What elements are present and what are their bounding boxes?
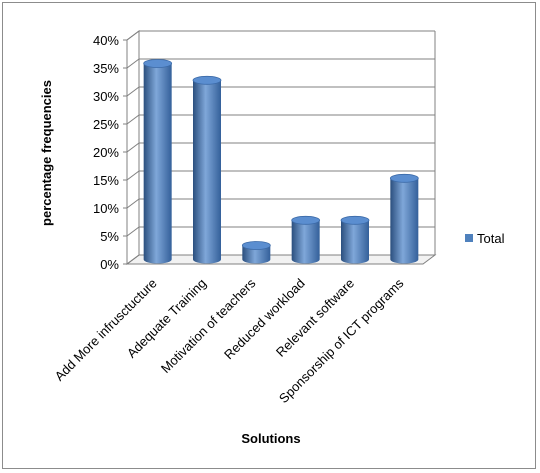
bar-body (390, 178, 419, 264)
y-tick-label: 0% (100, 257, 119, 272)
plot-floor (125, 254, 437, 265)
gridline-side (126, 86, 140, 97)
gridline-side (126, 170, 140, 181)
bar-top (192, 75, 222, 85)
gridline-side (126, 198, 140, 209)
y-tick-label: 20% (93, 145, 119, 160)
bar (340, 215, 370, 264)
legend-label: Total (477, 231, 505, 246)
bar-chart: 0% 5% 10% 15% 20% 25% 30% 35% 40% Add More infru… (39, 30, 505, 446)
x-axis-title: Solutions (241, 431, 300, 446)
y-tick-label: 10% (93, 201, 119, 216)
y-axis-ticks: 0% 5% 10% 15% 20% 25% 30% 35% 40% (93, 33, 119, 272)
y-tick-label: 15% (93, 173, 119, 188)
y-tick-label: 25% (93, 117, 119, 132)
bar (143, 59, 173, 264)
bar-top (340, 215, 370, 225)
bar (241, 241, 271, 264)
gridline-side (126, 114, 140, 125)
gridline-side (126, 30, 140, 41)
y-tick-label: 35% (93, 61, 119, 76)
bar-top (143, 59, 173, 68)
bar-body (242, 245, 271, 264)
bar (291, 215, 321, 264)
bar (192, 75, 222, 264)
bar-body (143, 63, 172, 264)
y-tick-label: 5% (100, 229, 119, 244)
y-tick-label: 40% (93, 33, 119, 48)
gridline-side (126, 142, 140, 153)
bar (389, 173, 419, 264)
bar-body (341, 220, 369, 264)
bar-top (291, 215, 321, 225)
y-tick-label: 30% (93, 89, 119, 104)
gridline-side (126, 226, 140, 237)
gridline-side (126, 254, 140, 265)
legend-swatch (465, 234, 473, 242)
bars (143, 59, 419, 264)
gridline-side (126, 58, 140, 69)
legend: Total (465, 231, 505, 246)
bar-body (193, 80, 222, 264)
y-axis-title: percentage frequencies (39, 80, 54, 226)
bar-body (291, 220, 320, 264)
bar-top (389, 173, 419, 183)
x-tick-label: Motivation of teachers (158, 275, 259, 376)
bar-top (241, 241, 271, 250)
chart-frame: 0% 5% 10% 15% 20% 25% 30% 35% 40% Add More infru… (2, 2, 536, 469)
